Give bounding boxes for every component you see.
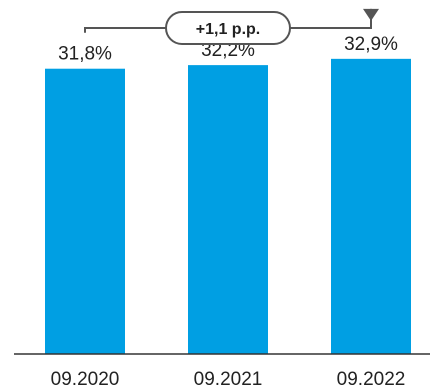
value-label-09.2021: 32,2% (201, 40, 255, 61)
bars-layer (45, 58, 411, 355)
x-tick-labels-layer: 09.2020 09.2021 09.2022 (51, 369, 406, 390)
x-tick-label-09.2021: 09.2021 (194, 369, 263, 390)
bar-09.2021 (188, 65, 268, 355)
x-tick-label-09.2020: 09.2020 (51, 369, 120, 390)
value-labels-layer: 31,8% 32,2% 32,9% (58, 34, 398, 65)
value-label-09.2022: 32,9% (344, 34, 398, 55)
change-badge-label: +1,1 p.p. (196, 21, 260, 38)
change-badge (165, 11, 291, 45)
value-label-09.2020: 31,8% (58, 44, 112, 65)
change-annotation: +1,1 p.p. (84, 8, 379, 45)
annotation-arrow-down-icon (363, 8, 379, 21)
x-tick-label-09.2022: 09.2022 (337, 369, 406, 390)
bar-09.2020 (45, 68, 125, 355)
bar-09.2022 (331, 58, 411, 355)
